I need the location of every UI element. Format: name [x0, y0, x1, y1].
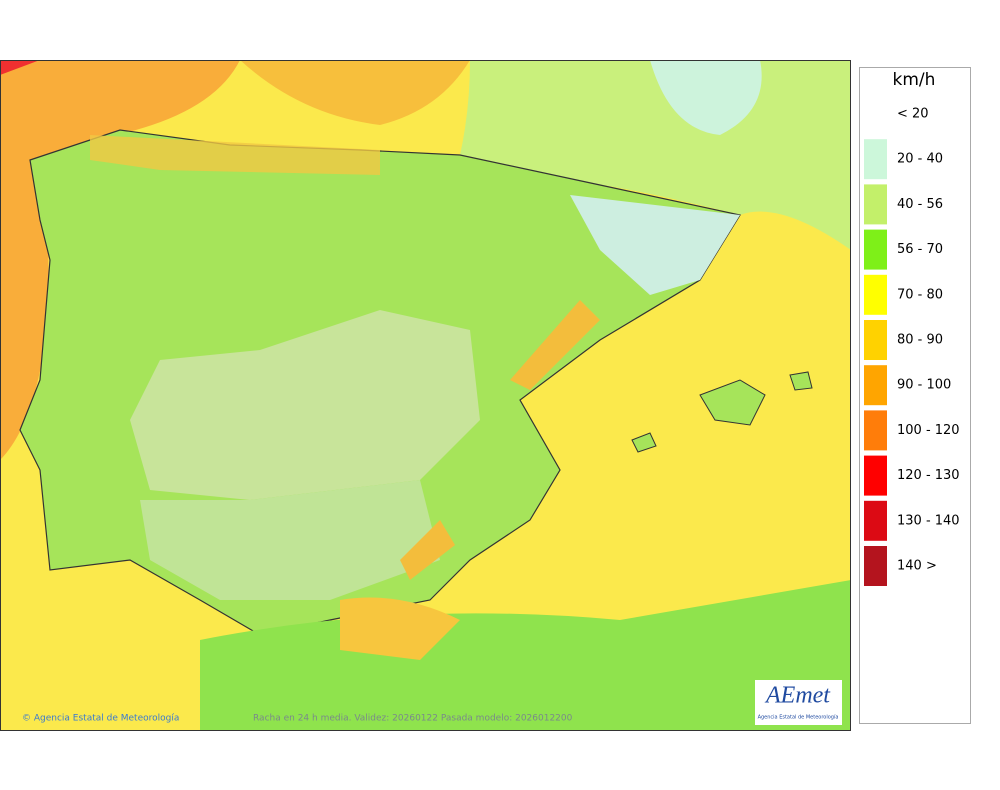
logo-name: AEmet	[764, 683, 831, 709]
betica-gusts	[400, 520, 455, 580]
legend-swatch	[864, 410, 887, 451]
legend-swatch	[864, 184, 887, 225]
credit: © Agencia Estatal de Meteorología	[22, 714, 179, 724]
biscay-orange	[240, 60, 470, 125]
legend-label: 56 - 70	[897, 242, 943, 257]
andalucia	[140, 480, 440, 600]
alboran-gusts	[340, 597, 460, 660]
legend-label: 80 - 90	[897, 333, 943, 348]
corner-gust	[0, 60, 40, 75]
legend-swatch	[864, 320, 887, 360]
legend-swatch	[864, 274, 887, 315]
legend-swatch	[864, 94, 887, 134]
france	[460, 60, 851, 250]
legend-swatch	[864, 365, 887, 406]
catalonia-calm	[570, 195, 740, 295]
france-calm	[650, 60, 762, 135]
caption: Racha en 24 h media. Validez: 20260122 P…	[253, 714, 573, 724]
map-frame	[0, 60, 851, 731]
legend-label: 40 - 56	[897, 197, 943, 212]
legend-label: < 20	[897, 107, 929, 122]
legend-swatch	[864, 139, 887, 180]
logo-box	[755, 680, 842, 725]
map	[0, 60, 851, 731]
legend-label: 130 - 140	[897, 513, 960, 528]
legend-label: 70 - 80	[897, 287, 943, 302]
mallorca	[699, 379, 766, 426]
legend-swatch	[864, 455, 887, 496]
legend-label: 100 - 120	[897, 423, 960, 438]
logo-subtitle: Agencia Estatal de Meteorología	[758, 714, 839, 721]
legend-label: 20 - 40	[897, 152, 943, 167]
legend-unit: km/h	[893, 70, 936, 90]
legend: < 20 20 - 40 40 - 56 56 - 70 70 - 80 80 - 90 9…	[864, 94, 960, 586]
ibiza	[631, 432, 657, 453]
legend-swatch	[864, 546, 887, 586]
iberico-gusts	[510, 300, 600, 390]
legend-label: 120 - 130	[897, 468, 960, 483]
legend-label: 140 >	[897, 559, 937, 574]
cantabrian-gusts	[90, 135, 380, 175]
legend-swatch	[864, 229, 887, 270]
meseta	[130, 310, 480, 500]
legend-swatch	[864, 500, 887, 541]
menorca	[789, 371, 813, 391]
legend-label: 90 - 100	[897, 378, 951, 393]
